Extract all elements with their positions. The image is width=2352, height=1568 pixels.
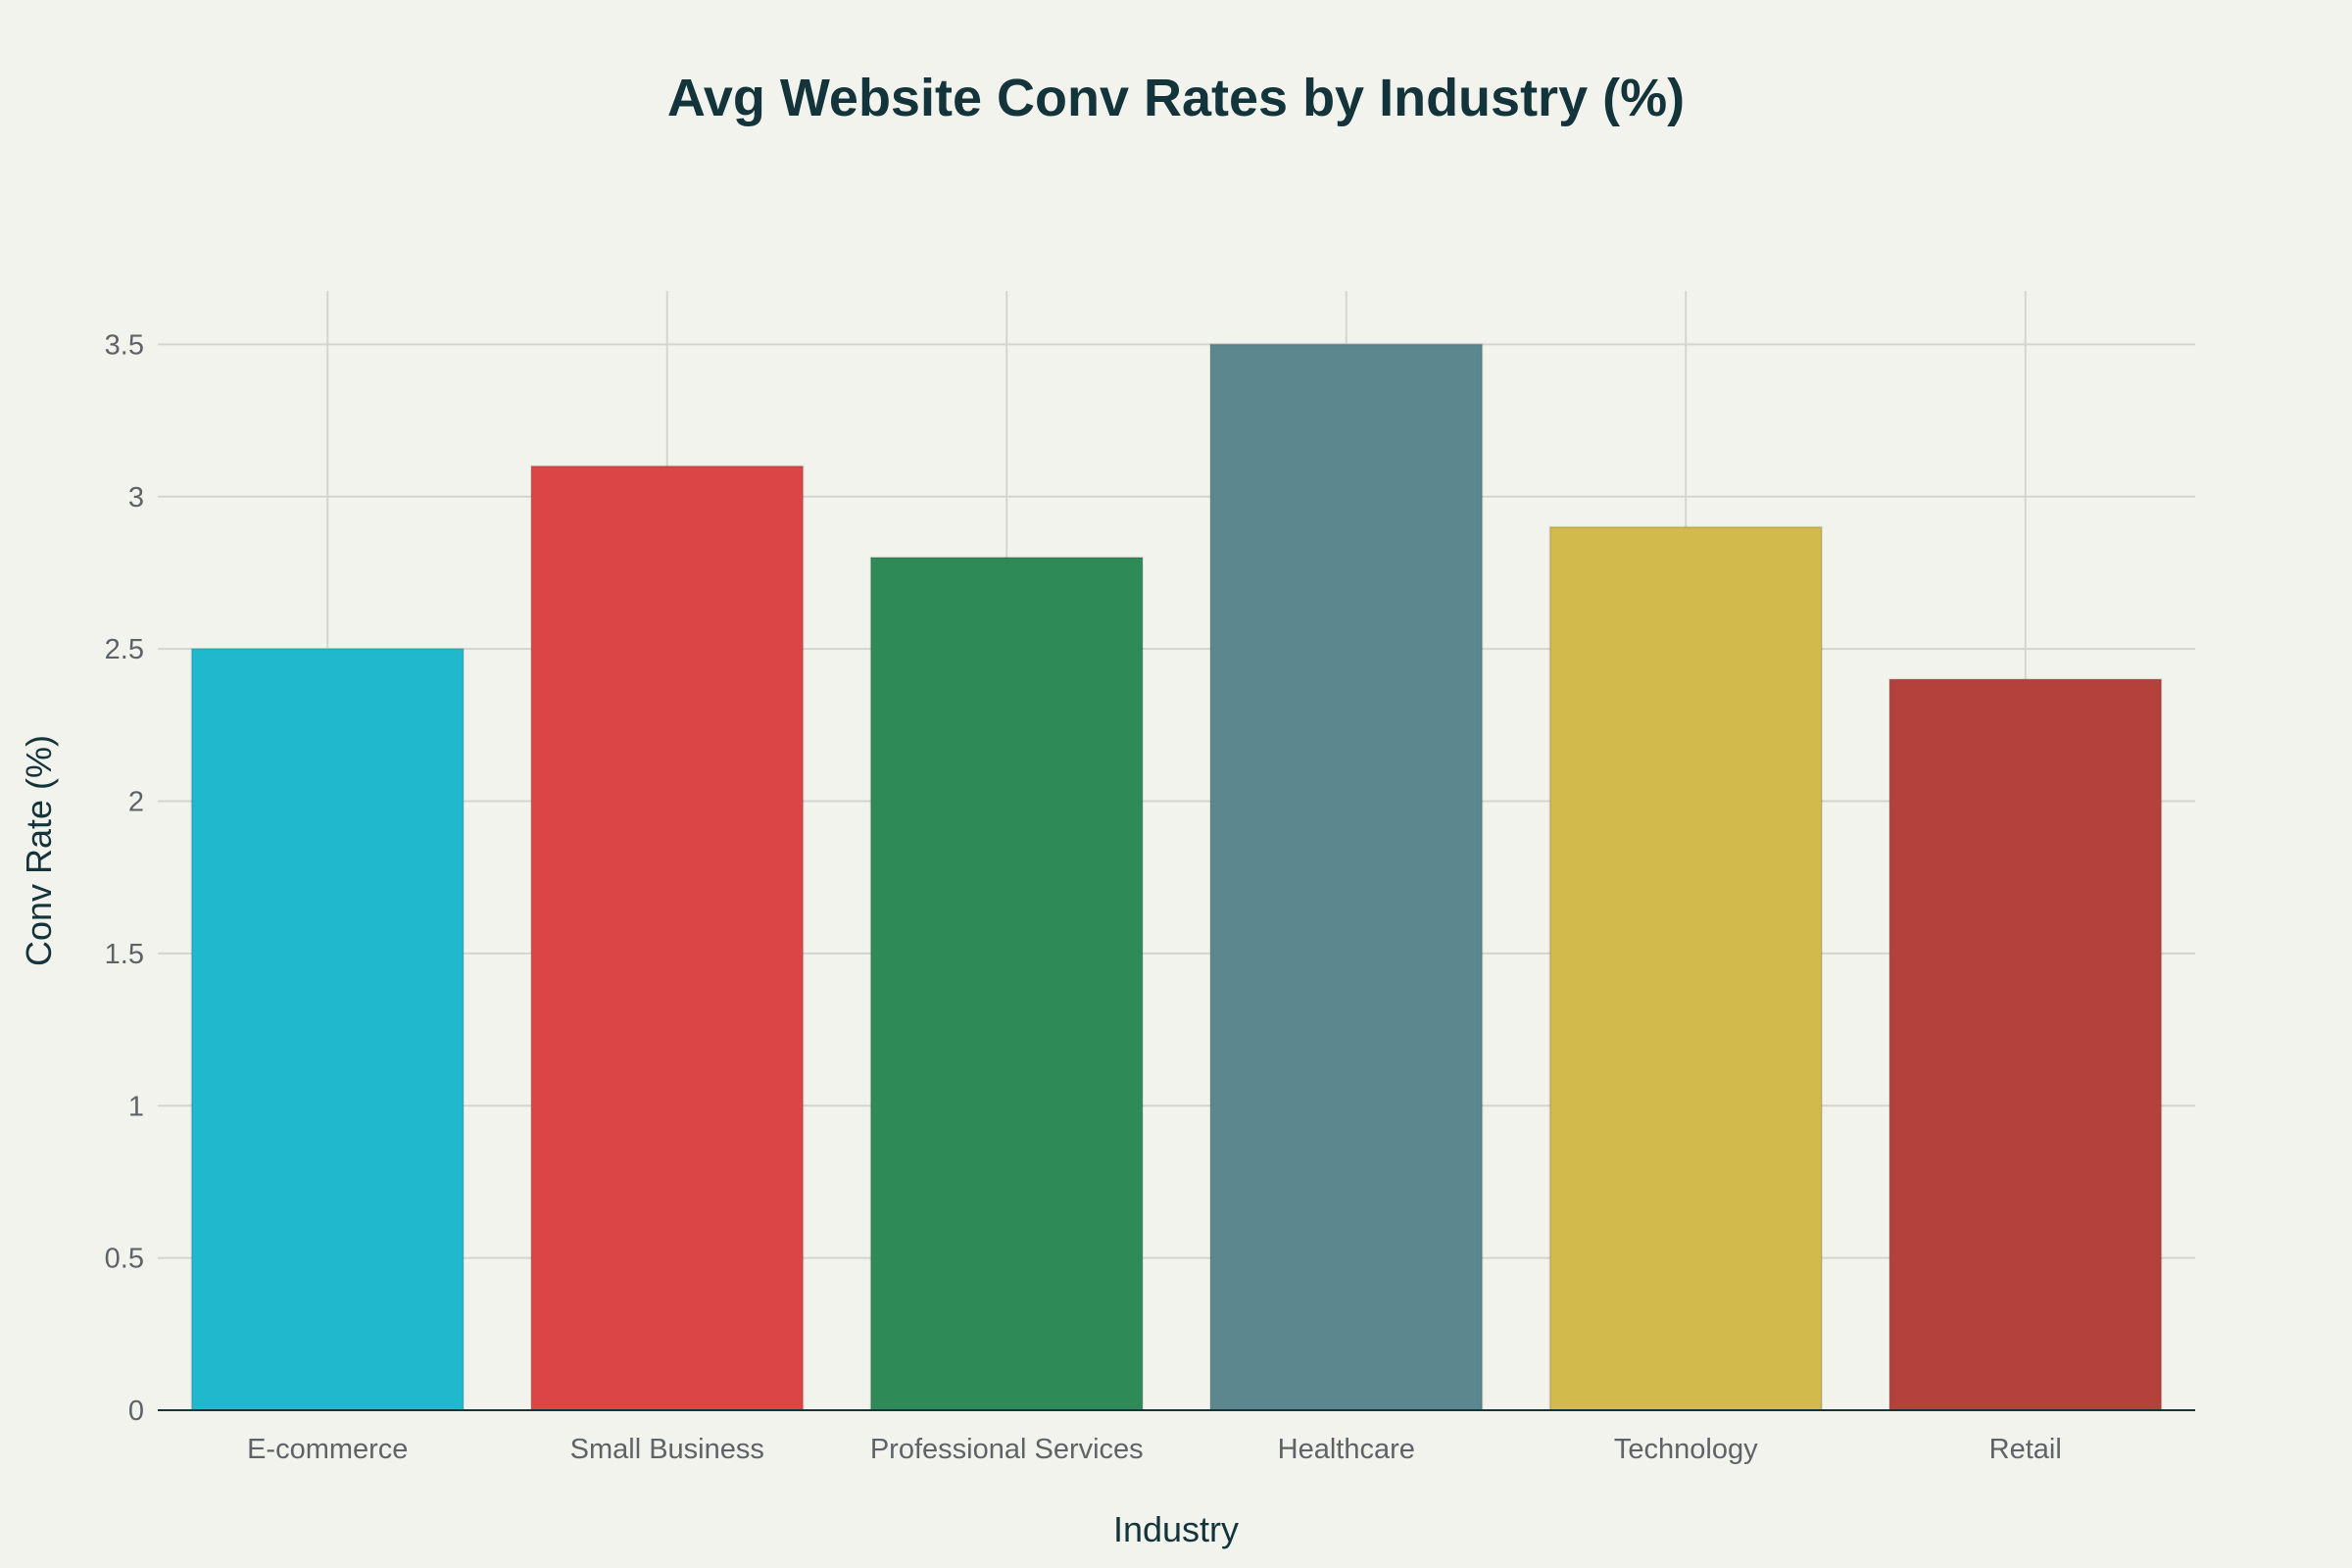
y-tick-label: 1 <box>128 1091 144 1122</box>
y-tick-label: 3 <box>128 482 144 514</box>
x-tick-label: Healthcare <box>1278 1434 1415 1465</box>
bar-healthcare <box>1209 343 1484 1411</box>
y-axis-title: Conv Rate (%) <box>19 735 59 966</box>
x-tick-label: Small Business <box>570 1434 764 1465</box>
x-tick-label: Professional Services <box>870 1434 1144 1465</box>
bar-technology <box>1548 525 1823 1411</box>
x-tick-label: Retail <box>1989 1434 2062 1465</box>
chart-title: Avg Website Conv Rates by Industry (%) <box>667 69 1685 127</box>
y-tick-labels: 0 0.5 1 1.5 2 2.5 3 3.5 <box>105 329 144 1427</box>
bar-e-commerce <box>190 648 465 1411</box>
bars <box>190 343 2163 1411</box>
bar-small-business <box>530 465 805 1411</box>
bar-retail <box>1888 678 2163 1411</box>
x-tick-label: Technology <box>1614 1434 1758 1465</box>
x-tick-label: E-commerce <box>247 1434 408 1465</box>
y-tick-label: 3.5 <box>105 329 144 361</box>
y-tick-label: 1.5 <box>105 939 144 970</box>
y-tick-label: 0.5 <box>105 1244 144 1275</box>
y-tick-label: 2 <box>128 787 144 818</box>
x-axis-title: Industry <box>1113 1509 1239 1549</box>
y-tick-label: 0 <box>128 1396 144 1427</box>
bar-professional-services <box>869 556 1144 1411</box>
x-tick-labels: E-commerce Small Business Professional Ser… <box>247 1434 2062 1465</box>
y-tick-label: 2.5 <box>105 634 144 665</box>
